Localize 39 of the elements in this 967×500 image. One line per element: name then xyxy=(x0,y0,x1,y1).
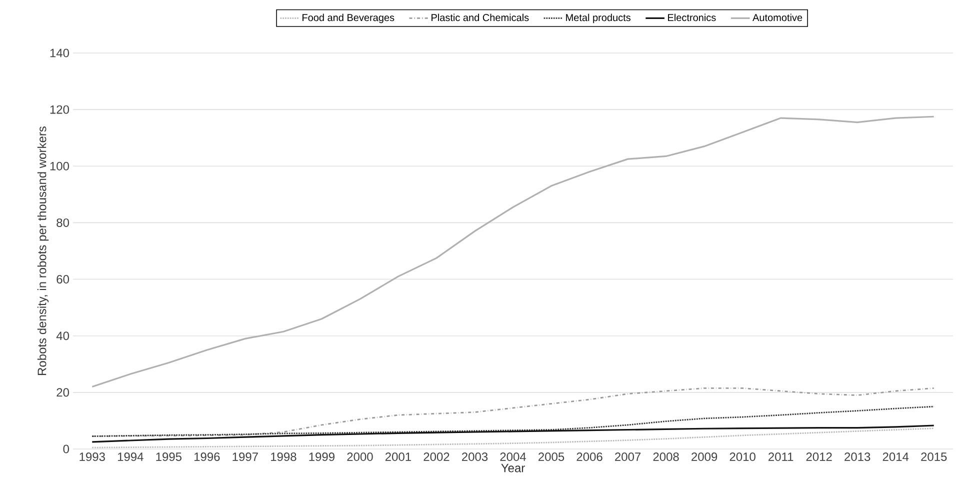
x-tick-label: 1999 xyxy=(309,452,334,462)
x-tick-label: 2003 xyxy=(462,452,488,462)
x-tick-label: 1997 xyxy=(232,452,258,462)
x-axis-title: Year xyxy=(501,464,525,472)
x-tick-label: 1994 xyxy=(118,452,144,462)
x-tick-label: 2007 xyxy=(615,452,641,462)
legend-label: Food and Beverages xyxy=(302,14,394,24)
x-tick-label: 2008 xyxy=(653,452,679,462)
x-tick-label: 2002 xyxy=(424,452,450,462)
legend-label: Automotive xyxy=(752,14,802,22)
x-tick-label: 2004 xyxy=(500,452,526,462)
y-tick-label: 40 xyxy=(56,332,70,340)
y-tick-label: 20 xyxy=(56,388,70,397)
x-tick-label: 1995 xyxy=(156,452,182,462)
x-tick-label: 1998 xyxy=(271,452,296,462)
y-tick-label: 140 xyxy=(50,48,70,58)
x-tick-label: 2006 xyxy=(576,452,602,462)
y-tick-label: 100 xyxy=(50,162,70,170)
line-series xyxy=(91,116,935,388)
x-tick-label: 2015 xyxy=(921,452,947,462)
x-tick-label: 2005 xyxy=(538,452,564,462)
x-tick-label: 1993 xyxy=(80,452,105,462)
x-tick-label: 2011 xyxy=(768,452,794,462)
x-tick-label: 2013 xyxy=(844,452,870,462)
x-tick-label: 2000 xyxy=(347,452,373,462)
x-tick-label: 2009 xyxy=(692,452,718,462)
x-tick-label: 2001 xyxy=(385,452,411,462)
legend-label: Metal products xyxy=(566,14,630,24)
x-tick-label: 1996 xyxy=(194,452,220,462)
x-tick-label: 2014 xyxy=(882,452,909,462)
y-tick-label: 0 xyxy=(63,444,70,454)
x-tick-label: 2012 xyxy=(806,452,832,462)
y-tick-label: 60 xyxy=(56,275,70,284)
y-tick-label: 80 xyxy=(56,218,70,227)
y-tick-label: 120 xyxy=(50,105,70,114)
legend-label: Electronics xyxy=(668,14,716,22)
y-axis-title: Robots density, in robots per thousand workers xyxy=(37,126,49,375)
legend-label: Plastic and Chemicals xyxy=(432,14,529,22)
x-tick-label: 2010 xyxy=(730,452,756,462)
